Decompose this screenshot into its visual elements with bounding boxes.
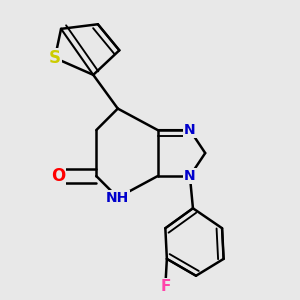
Text: S: S xyxy=(49,49,61,67)
Text: F: F xyxy=(160,279,170,294)
Text: N: N xyxy=(184,169,196,183)
Text: NH: NH xyxy=(106,190,129,205)
Text: O: O xyxy=(51,167,65,185)
Text: N: N xyxy=(184,123,196,137)
